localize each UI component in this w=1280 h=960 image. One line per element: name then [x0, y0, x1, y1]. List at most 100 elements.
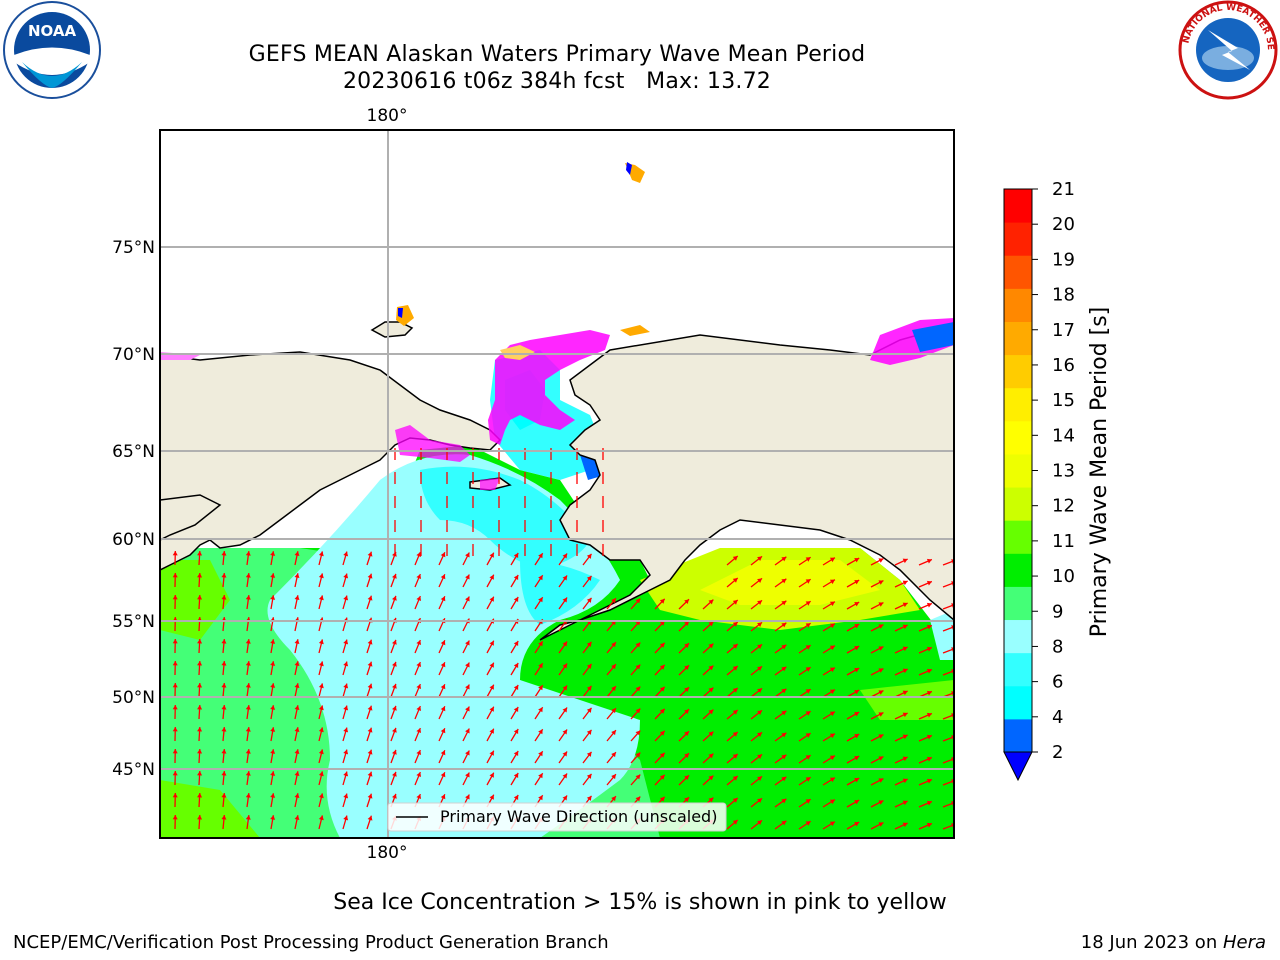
- colorbar-segment: [1004, 222, 1032, 256]
- wave-arrow-head: [757, 644, 763, 650]
- wave-arrow-head: [221, 727, 227, 732]
- wave-arrow-head: [878, 646, 884, 651]
- wave-arrow-head: [805, 623, 811, 628]
- wave-arrow-head: [197, 551, 203, 556]
- wave-arrow-head: [294, 683, 300, 689]
- wave-arrow-head: [197, 639, 203, 644]
- wave-arrow-head: [586, 553, 592, 559]
- wave-arrow-head: [611, 642, 616, 648]
- wave-arrow-head: [781, 600, 787, 606]
- colorbar-tick-label: 17: [1052, 320, 1075, 341]
- wave-arrow-head: [854, 558, 860, 563]
- wave-arrow-head: [416, 728, 422, 734]
- wave-arrow-head: [245, 815, 251, 820]
- wave-arrow-head: [829, 777, 835, 783]
- colorbar-tick-label: 21: [1052, 179, 1075, 200]
- wave-arrow-head: [538, 795, 543, 801]
- wave-arrow-head: [538, 707, 543, 713]
- wave-arrow-head: [343, 727, 349, 733]
- wave-arrow-head: [611, 686, 616, 692]
- wave-arrow-head: [489, 794, 494, 800]
- wave-arrow-head: [318, 705, 324, 711]
- wave-arrow-head: [465, 596, 470, 602]
- wave-arrow-head: [172, 639, 178, 644]
- wave-arrow-head: [708, 621, 714, 627]
- wave-arrow-head: [513, 794, 519, 800]
- wave-arrow-head: [611, 708, 616, 714]
- wave-arrow-head: [513, 706, 519, 712]
- wave-arrow-head: [902, 800, 908, 806]
- wave-arrow-head: [416, 596, 422, 602]
- wave-arrow-head: [172, 815, 178, 820]
- map-frame: [159, 129, 955, 839]
- wave-arrow-head: [318, 661, 324, 667]
- wave-arrow-head: [805, 579, 811, 584]
- footer-date: 18 Jun 2023 on Hera: [1081, 932, 1266, 953]
- wave-arrow-head: [926, 558, 932, 564]
- wave-arrow-head: [392, 661, 397, 667]
- wave-arrow-head: [294, 749, 300, 755]
- wave-arrow-head: [684, 797, 690, 803]
- wave-arrow-head: [854, 624, 860, 629]
- wave-direction-arrows: [172, 448, 954, 830]
- wave-arrow-head: [562, 795, 568, 801]
- wave-arrow-head: [805, 689, 811, 694]
- latitude-label-65: 65°N: [112, 442, 155, 462]
- wave-arrow-head: [367, 573, 373, 579]
- wave-arrow-head: [684, 643, 690, 649]
- wave-arrow-head: [221, 749, 227, 754]
- wave-arrow-head: [562, 773, 568, 779]
- wave-arrow-head: [757, 710, 763, 716]
- colorbar-segment: [1004, 255, 1032, 289]
- nws-logo-icon: NATIONAL WEATHER SERVICE: [1178, 0, 1278, 100]
- wave-arrow-head: [392, 771, 397, 777]
- wave-arrow-head: [562, 751, 568, 757]
- wave-arrow-head: [172, 595, 178, 600]
- wave-arrow-head: [221, 639, 227, 644]
- wave-arrow-head: [367, 705, 373, 711]
- wave-arrow-head: [294, 771, 300, 777]
- latitude-label-75: 75°N: [112, 238, 155, 258]
- wave-arrow-head: [757, 578, 763, 584]
- wave-arrow-head: [878, 690, 884, 695]
- wave-arrow-head: [294, 815, 300, 821]
- wave-arrow-head: [854, 778, 860, 783]
- wave-arrow-head: [562, 575, 568, 581]
- wave-arrow-head: [586, 597, 592, 603]
- colorbar-segment: [1004, 619, 1032, 654]
- wave-arrow-head: [829, 689, 835, 695]
- wave-arrow-head: [878, 756, 884, 761]
- wave-arrow-head: [465, 728, 470, 734]
- wave-arrow-head: [635, 664, 641, 670]
- wave-arrow-head: [684, 687, 690, 693]
- wave-arrow-head: [781, 644, 787, 650]
- wave-arrow-head: [245, 749, 251, 754]
- wave-arrow-head: [221, 793, 227, 798]
- wave-arrow-head: [562, 553, 568, 559]
- wave-arrow-head: [294, 727, 300, 733]
- wave-arrow-head: [270, 551, 276, 556]
- wave-arrow-head: [416, 640, 422, 646]
- wave-arrow-head: [635, 796, 641, 802]
- wave-arrow-head: [757, 798, 763, 804]
- wave-arrow-head: [367, 639, 373, 645]
- wave-arrow-head: [172, 573, 178, 578]
- wave-arrow-head: [562, 597, 568, 603]
- wave-arrow-head: [902, 690, 908, 696]
- wave-arrow-head: [562, 641, 568, 647]
- wave-arrow-head: [854, 668, 860, 673]
- wave-arrow-head: [343, 749, 349, 755]
- wave-arrow-head: [318, 595, 324, 601]
- wave-arrow-head: [416, 706, 422, 712]
- wave-arrow-head: [172, 727, 178, 732]
- wave-arrow-head: [732, 709, 738, 715]
- wave-arrow-head: [684, 731, 690, 737]
- wave-arrow-head: [392, 749, 397, 755]
- colorbar-tick-label: 13: [1052, 461, 1075, 482]
- colorbar-tick-label: 14: [1052, 425, 1075, 446]
- latitude-label-45: 45°N: [112, 760, 155, 780]
- wave-arrow-head: [343, 793, 349, 799]
- wave-arrow-head: [440, 684, 446, 690]
- wave-arrow-head: [708, 643, 714, 649]
- wave-arrow-head: [318, 749, 324, 755]
